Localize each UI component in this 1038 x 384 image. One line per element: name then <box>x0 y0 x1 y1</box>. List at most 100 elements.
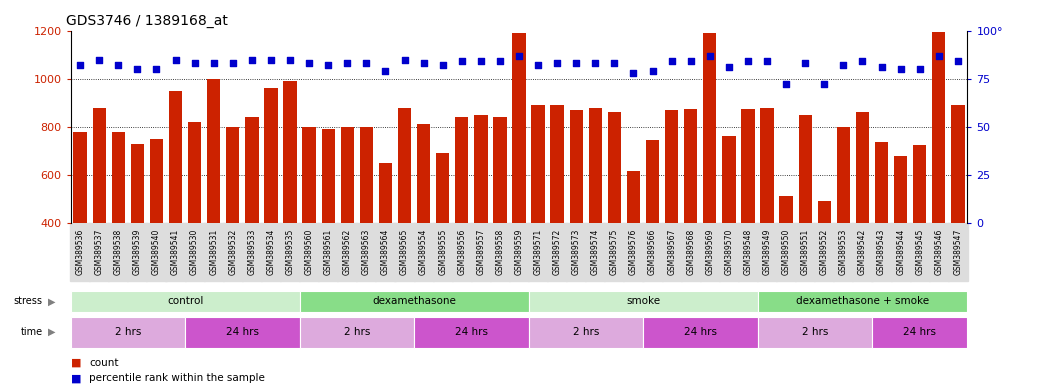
Point <box>339 60 356 66</box>
Point <box>816 81 832 88</box>
Text: 2 hrs: 2 hrs <box>573 327 599 337</box>
Point <box>777 81 794 88</box>
Text: smoke: smoke <box>626 296 660 306</box>
Text: time: time <box>21 327 43 337</box>
Bar <box>570 110 583 319</box>
Bar <box>436 153 449 319</box>
Text: dexamethasone + smoke: dexamethasone + smoke <box>796 296 929 306</box>
Bar <box>913 145 926 319</box>
Point <box>110 62 127 68</box>
Point <box>167 56 184 63</box>
Point <box>606 60 623 66</box>
Bar <box>398 108 411 319</box>
Point <box>893 66 909 72</box>
Point <box>720 64 737 70</box>
Point <box>434 62 450 68</box>
Point <box>148 66 165 72</box>
Bar <box>71 291 300 312</box>
Bar <box>643 316 758 348</box>
Text: GDS3746 / 1389168_at: GDS3746 / 1389168_at <box>66 14 228 28</box>
Bar <box>607 112 621 319</box>
Point <box>377 68 393 74</box>
Bar <box>92 108 106 319</box>
Text: count: count <box>89 358 118 368</box>
Point <box>930 53 947 59</box>
Bar <box>188 122 201 319</box>
Point <box>397 56 413 63</box>
Point <box>206 60 222 66</box>
Bar <box>761 108 773 319</box>
Bar <box>360 127 373 319</box>
Bar <box>379 163 392 319</box>
Bar <box>417 124 431 319</box>
Bar <box>226 127 240 319</box>
Bar <box>855 112 869 319</box>
Bar <box>207 79 220 319</box>
Bar <box>493 117 507 319</box>
Point <box>549 60 566 66</box>
Bar <box>474 115 488 319</box>
Text: ▶: ▶ <box>48 327 56 337</box>
Point <box>511 53 527 59</box>
Bar <box>302 127 316 319</box>
Point <box>950 58 966 65</box>
Bar <box>340 127 354 319</box>
Bar <box>741 109 755 319</box>
Bar <box>528 316 643 348</box>
Point <box>588 60 604 66</box>
Bar <box>131 144 144 319</box>
Text: ■: ■ <box>71 358 81 368</box>
Point <box>224 60 241 66</box>
Point <box>836 62 852 68</box>
Point <box>740 58 757 65</box>
Bar <box>818 201 831 319</box>
Bar <box>149 139 163 319</box>
Bar <box>722 136 736 319</box>
Text: 2 hrs: 2 hrs <box>114 327 141 337</box>
Bar <box>455 117 468 319</box>
Bar <box>627 171 640 319</box>
Bar <box>758 316 872 348</box>
Point <box>129 66 145 72</box>
Bar <box>283 81 297 319</box>
Point <box>854 58 871 65</box>
Bar <box>894 156 907 319</box>
Text: percentile rank within the sample: percentile rank within the sample <box>89 373 265 383</box>
Bar <box>169 91 183 319</box>
Bar <box>951 105 964 319</box>
Point <box>911 66 928 72</box>
Bar <box>265 88 277 319</box>
Bar <box>300 316 414 348</box>
Point <box>263 56 279 63</box>
Point <box>320 62 336 68</box>
Text: control: control <box>167 296 203 306</box>
Bar <box>665 110 678 319</box>
Bar <box>684 109 698 319</box>
Bar <box>112 132 125 319</box>
Point <box>492 58 509 65</box>
Bar <box>322 129 335 319</box>
Bar <box>74 132 87 319</box>
Text: 2 hrs: 2 hrs <box>344 327 370 337</box>
Point <box>702 53 718 59</box>
Bar <box>780 196 793 319</box>
Text: 24 hrs: 24 hrs <box>226 327 258 337</box>
Bar <box>245 117 258 319</box>
Bar <box>513 33 525 319</box>
Point <box>759 58 775 65</box>
Point <box>797 60 814 66</box>
Bar <box>550 105 564 319</box>
Point <box>91 56 108 63</box>
Point <box>529 62 546 68</box>
Point <box>645 68 661 74</box>
Bar <box>837 127 850 319</box>
Bar <box>528 291 758 312</box>
Text: 2 hrs: 2 hrs <box>801 327 828 337</box>
Point <box>454 58 470 65</box>
Bar <box>932 32 946 319</box>
Point <box>415 60 432 66</box>
Text: stress: stress <box>13 296 43 306</box>
Bar <box>300 291 528 312</box>
Text: ■: ■ <box>71 373 81 383</box>
Bar <box>798 115 812 319</box>
